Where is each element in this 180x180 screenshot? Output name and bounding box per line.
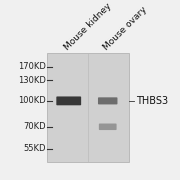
Text: 100KD: 100KD [18, 96, 46, 105]
Text: 170KD: 170KD [18, 62, 46, 71]
Text: THBS3: THBS3 [136, 96, 168, 106]
Text: Mouse ovary: Mouse ovary [101, 5, 148, 52]
Text: 70KD: 70KD [23, 122, 46, 131]
FancyBboxPatch shape [56, 96, 81, 105]
FancyBboxPatch shape [99, 123, 117, 130]
Text: 130KD: 130KD [18, 76, 46, 85]
Text: 55KD: 55KD [23, 144, 46, 153]
FancyBboxPatch shape [98, 97, 118, 104]
FancyBboxPatch shape [48, 53, 129, 162]
Text: Mouse kidney: Mouse kidney [62, 1, 113, 52]
